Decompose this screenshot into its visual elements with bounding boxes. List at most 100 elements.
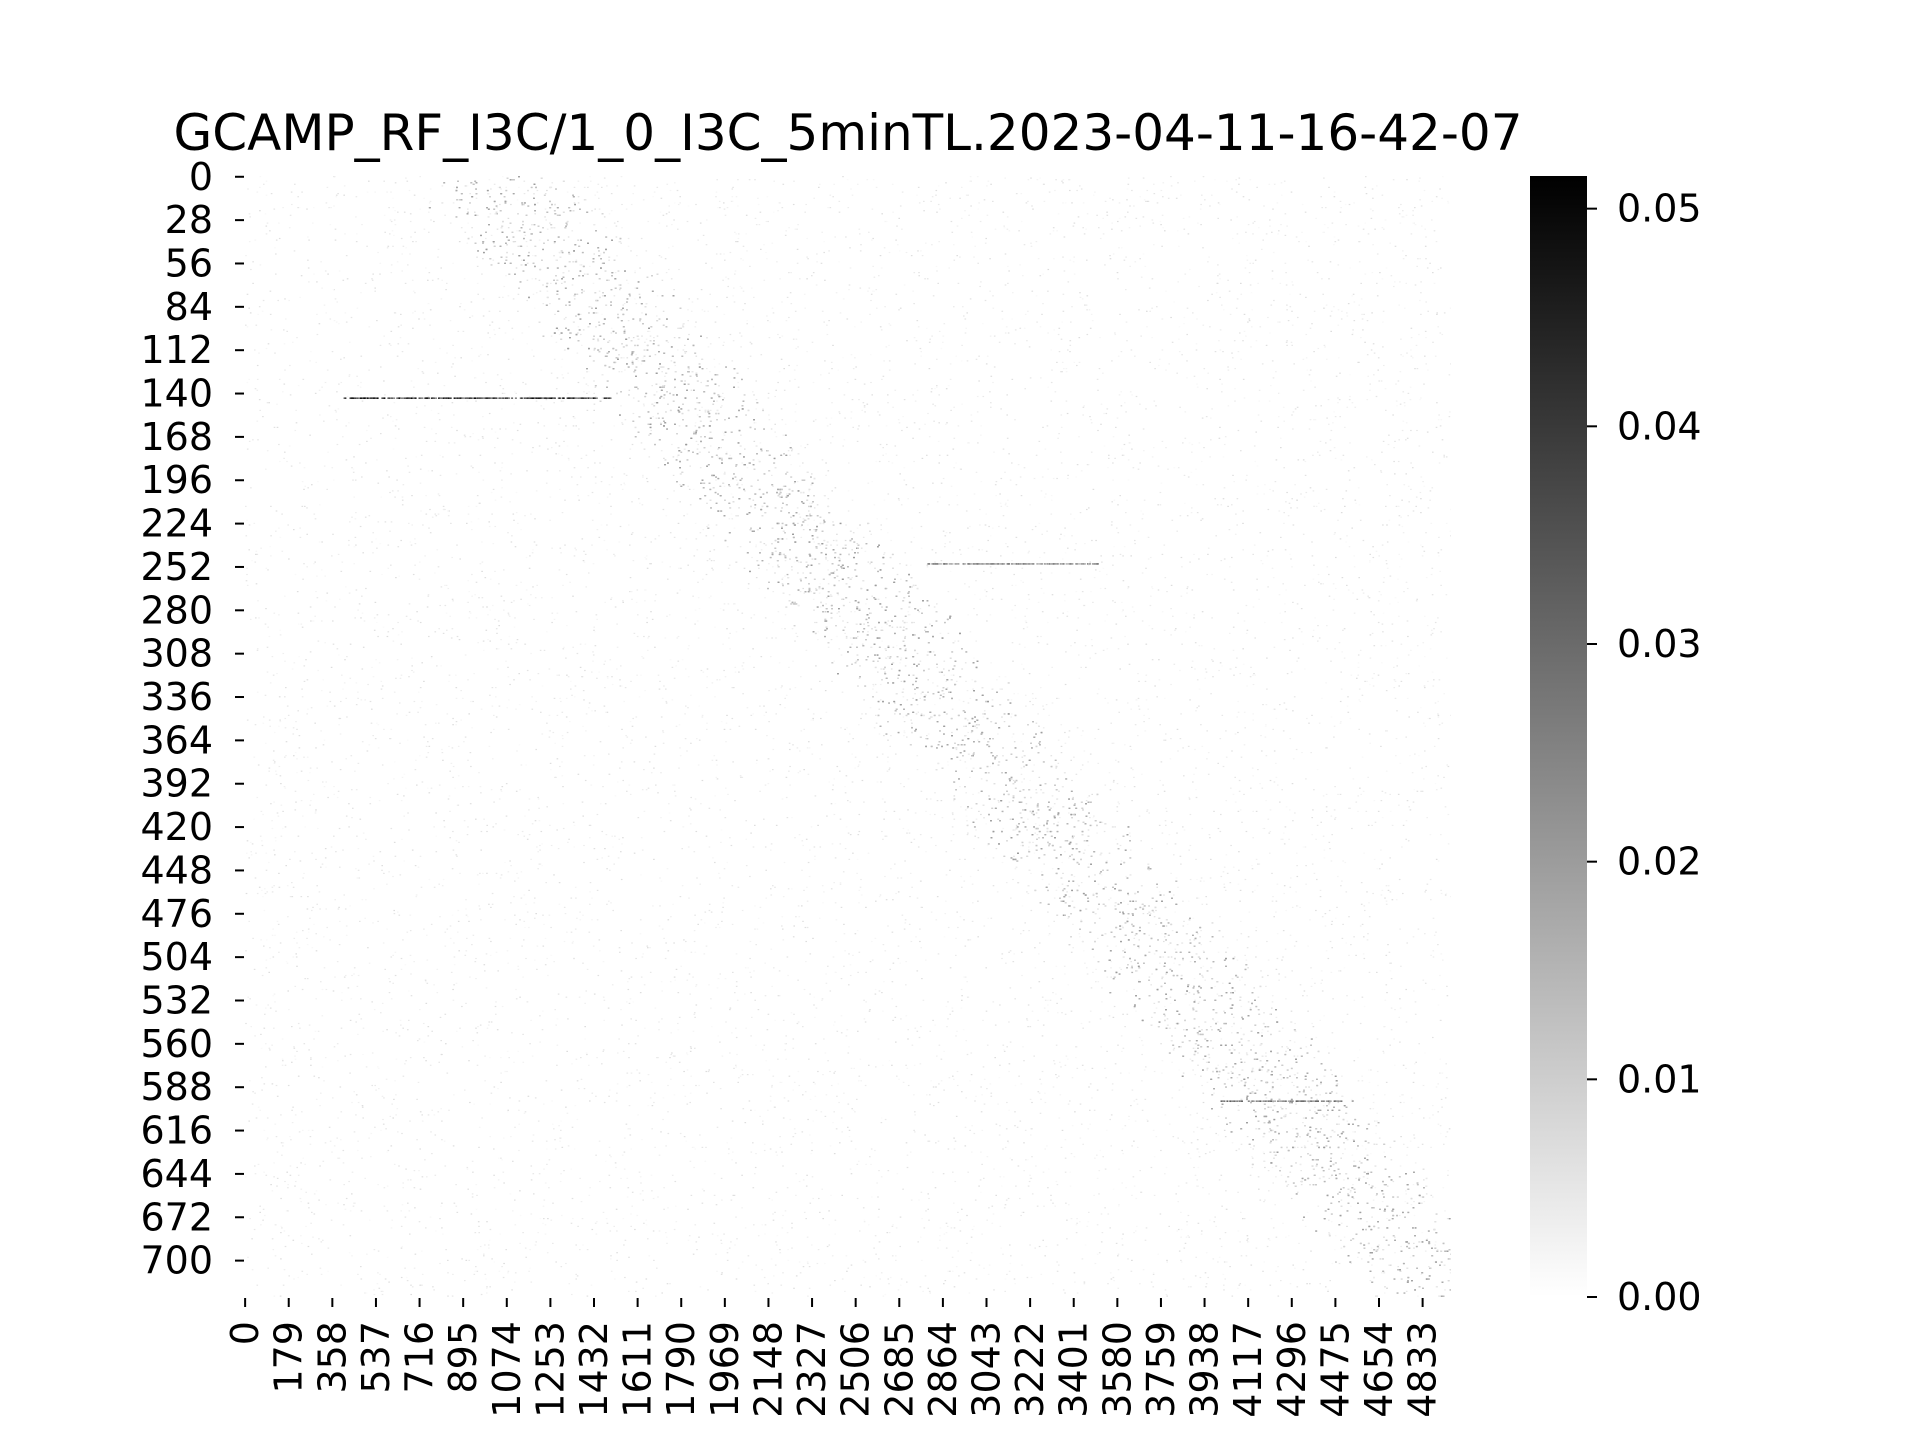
heatmap-cell xyxy=(687,676,690,678)
heatmap-cell xyxy=(1340,885,1342,887)
heatmap-cell xyxy=(677,1022,679,1025)
heatmap-cell xyxy=(410,1284,412,1286)
heatmap-cell xyxy=(583,550,585,552)
heatmap-cell xyxy=(453,1094,455,1096)
heatmap-cell xyxy=(1106,945,1109,947)
heatmap-cell xyxy=(852,1109,855,1111)
heatmap-cell xyxy=(1329,450,1332,452)
heatmap-cell xyxy=(1352,592,1354,594)
heatmap-cell xyxy=(1188,849,1190,851)
heatmap-cell xyxy=(261,310,264,312)
heatmap-cell xyxy=(1060,752,1063,754)
heatmap-cell xyxy=(645,1219,648,1221)
heatmap-cell xyxy=(1313,1159,1316,1161)
heatmap-cell xyxy=(1237,731,1239,734)
heatmap-cell xyxy=(717,1035,719,1037)
heatmap-cell xyxy=(1217,202,1220,204)
heatmap-cell xyxy=(1158,891,1161,893)
heatmap-cell xyxy=(661,371,663,373)
heatmap-cell xyxy=(1212,1258,1215,1260)
heatmap-cell xyxy=(1390,1029,1393,1031)
heatmap-cell xyxy=(430,428,433,430)
heatmap-cell xyxy=(677,228,679,230)
heatmap-cell xyxy=(1390,962,1392,964)
heatmap-cell xyxy=(1349,267,1351,269)
heatmap-cell xyxy=(936,666,938,668)
heatmap-cell xyxy=(998,676,1001,678)
heatmap-cell xyxy=(693,940,696,943)
heatmap-cell xyxy=(286,1171,288,1173)
heatmap-cell xyxy=(1122,1013,1124,1015)
heatmap-cell xyxy=(966,312,968,314)
heatmap-cell xyxy=(1082,1027,1084,1029)
heatmap-cell xyxy=(989,566,992,568)
heatmap-cell xyxy=(938,462,940,464)
heatmap-cell xyxy=(1431,200,1434,202)
heatmap-cell xyxy=(834,857,837,859)
heatmap-cell xyxy=(651,1190,653,1192)
heatmap-cell xyxy=(256,892,259,895)
heatmap-cell xyxy=(345,255,348,257)
heatmap-cell xyxy=(335,411,337,413)
heatmap-cell xyxy=(1369,383,1371,385)
heatmap-cell xyxy=(316,767,318,769)
heatmap-cell xyxy=(421,662,423,664)
heatmap-cell xyxy=(1109,897,1112,899)
heatmap-cell xyxy=(956,1070,959,1073)
heatmap-cell xyxy=(489,1136,491,1138)
heatmap-cell xyxy=(407,264,409,266)
heatmap-cell xyxy=(1265,1097,1268,1099)
heatmap-cell xyxy=(752,1142,754,1144)
heatmap-cell xyxy=(1278,973,1280,975)
heatmap-cell xyxy=(796,481,799,483)
heatmap-cell xyxy=(854,357,856,359)
heatmap-cell xyxy=(797,346,799,348)
heatmap-cell xyxy=(825,417,828,419)
heatmap-cell xyxy=(1428,1117,1431,1119)
heatmap-cell xyxy=(788,1075,791,1077)
heatmap-cell xyxy=(1223,558,1226,560)
heatmap-cell xyxy=(316,281,318,283)
heatmap-cell xyxy=(873,276,876,278)
heatmap-cell xyxy=(1283,512,1285,514)
heatmap-cell xyxy=(1181,643,1183,645)
heatmap-cell xyxy=(1423,1117,1425,1119)
heatmap-cell xyxy=(1406,942,1408,944)
heatmap-cell xyxy=(619,685,622,687)
heatmap-cell xyxy=(464,954,467,956)
heatmap-cell xyxy=(1271,567,1274,569)
heatmap-cell xyxy=(271,1190,274,1192)
heatmap-cell xyxy=(1109,1227,1111,1229)
heatmap-cell xyxy=(333,793,335,795)
heatmap-cell xyxy=(1266,657,1268,659)
heatmap-cell xyxy=(792,1089,795,1091)
heatmap-cell xyxy=(1064,851,1066,853)
heatmap-cell xyxy=(1061,180,1063,182)
heatmap-cell xyxy=(888,769,890,771)
heatmap-cell xyxy=(271,820,273,822)
heatmap-cell xyxy=(355,1114,357,1116)
heatmap-cell xyxy=(1295,940,1298,943)
heatmap-cell xyxy=(1080,919,1082,921)
heatmap-cell xyxy=(666,1242,668,1244)
heatmap-cell xyxy=(1314,386,1316,388)
heatmap-cell xyxy=(583,273,586,275)
heatmap-cell xyxy=(482,479,485,481)
heatmap-cell xyxy=(584,1002,586,1004)
heatmap-cell xyxy=(1415,496,1418,498)
heatmap-cell xyxy=(593,626,595,628)
heatmap-cell xyxy=(656,1057,658,1059)
heatmap-cell xyxy=(1382,581,1385,583)
heatmap-cell xyxy=(451,598,454,600)
heatmap-cell xyxy=(795,1275,798,1277)
heatmap-cell xyxy=(561,282,563,284)
heatmap-cell xyxy=(883,247,886,249)
heatmap-cell xyxy=(584,643,587,645)
heatmap-cell xyxy=(277,299,279,302)
heatmap-cell xyxy=(1291,414,1293,416)
heatmap-cell xyxy=(1427,717,1430,720)
heatmap-cell xyxy=(1272,896,1274,898)
heatmap-cell xyxy=(419,855,422,857)
heatmap-cell xyxy=(443,826,446,828)
heatmap-cell xyxy=(662,214,665,216)
